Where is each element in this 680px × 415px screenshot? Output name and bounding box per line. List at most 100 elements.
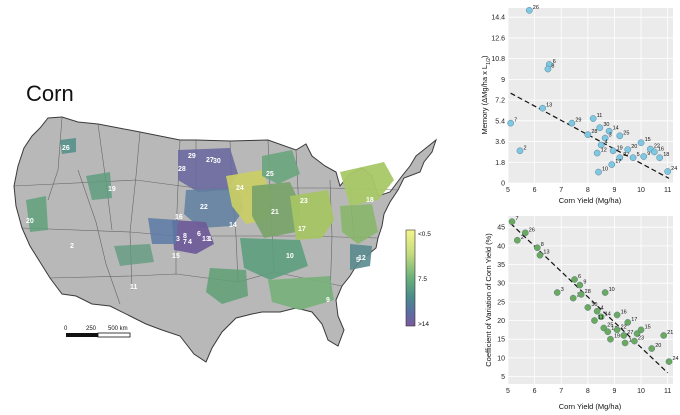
region-label-29: 29: [188, 153, 196, 160]
point-label: 2: [521, 235, 524, 241]
point-label: 8: [541, 242, 544, 248]
data-point: [609, 147, 617, 155]
point-label: 12: [601, 148, 607, 154]
data-point: [640, 153, 648, 160]
point-label: 26: [533, 5, 539, 11]
point-label: 11: [597, 113, 603, 119]
data-point: [631, 337, 638, 345]
scale-bar: 0 250 500 km: [64, 326, 131, 338]
data-point: [616, 154, 624, 161]
y-tick-label: 10: [497, 355, 505, 362]
point-label: 13: [543, 250, 549, 256]
y-axis-label: Coefficient of Variation of Corn Yield (…: [484, 233, 493, 367]
data-point: [604, 328, 612, 336]
region-labels: 1 2 3 4 5 6 7 8 9 10 11 12 13 14 15 16 1…: [26, 145, 374, 304]
point-label: 25: [607, 323, 613, 329]
data-point: [571, 276, 578, 283]
data-point: [637, 326, 645, 334]
y-tick-label: 10.8: [491, 56, 505, 63]
region-label-14: 14: [229, 222, 237, 229]
data-point: [597, 141, 605, 149]
data-point: [605, 127, 613, 135]
point-label: 6: [553, 59, 556, 65]
point-label: 17: [631, 317, 637, 323]
point-label: 5: [637, 152, 640, 158]
region-label-6: 6: [197, 231, 201, 238]
data-point: [593, 149, 601, 157]
data-point: [584, 131, 592, 138]
data-point: [589, 115, 597, 122]
region-label-30: 30: [213, 158, 221, 165]
y-tick-label: 35: [497, 262, 505, 269]
point-label: 23: [638, 336, 644, 342]
y-tick-label: 45: [497, 225, 505, 232]
region-label-25: 25: [266, 171, 274, 178]
point-label: 17: [615, 159, 621, 165]
y-tick-label: 25: [497, 299, 505, 306]
data-point: [624, 146, 632, 153]
data-points: 7226813693292810304141116172512222719151…: [508, 216, 679, 365]
point-label: 1: [629, 337, 632, 343]
region-label-28: 28: [178, 166, 186, 173]
x-tick-label: 5: [506, 187, 510, 194]
y-tick-label: 3.6: [495, 139, 505, 146]
scale-label-0: 0: [64, 326, 68, 332]
y-tick-label: 15: [497, 337, 505, 344]
point-label: 30: [591, 302, 597, 308]
point-label: 22: [621, 324, 627, 330]
x-tick-label: 7: [559, 187, 563, 194]
point-label: 4: [601, 306, 604, 312]
data-point: [629, 154, 637, 161]
region-label-3: 3: [176, 236, 180, 243]
x-tick-label: 6: [533, 187, 537, 194]
x-tick-label: 10: [637, 388, 645, 395]
region-label-12: 12: [358, 255, 366, 262]
point-label: 28: [585, 289, 591, 295]
x-tick-label: 11: [664, 388, 671, 395]
point-label: 29: [575, 118, 581, 124]
data-point: [656, 154, 663, 161]
region-label-21: 21: [271, 209, 279, 216]
point-label: 26: [529, 227, 535, 233]
data-point: [577, 291, 585, 298]
colorbar-label-low: <0.5: [418, 231, 431, 238]
point-label: 19: [617, 145, 623, 151]
y-tick-label: 5.4: [495, 118, 505, 125]
x-tick-label: 9: [612, 388, 616, 395]
data-point: [608, 161, 616, 168]
point-label: 7: [515, 216, 518, 222]
region-label-5: 5: [356, 257, 360, 264]
region-label-17: 17: [298, 226, 306, 233]
data-point: [613, 311, 621, 319]
x-tick-label: 8: [586, 388, 590, 395]
region-label-11: 11: [130, 284, 138, 291]
data-point: [613, 326, 621, 334]
point-label: 30: [603, 122, 609, 128]
data-point: [584, 304, 592, 311]
point-label: 28: [591, 129, 597, 135]
y-tick-label: 30: [497, 281, 505, 288]
y-axis-label: Memory (ΔMg/ha x L1/2): [480, 55, 492, 135]
data-point: [593, 307, 601, 315]
x-tick-label: 8: [586, 187, 590, 194]
y-tick-label: 0: [501, 181, 505, 188]
y-tick-label: 5: [501, 374, 505, 381]
data-point: [601, 289, 609, 296]
region-label-19: 19: [108, 186, 116, 193]
data-point: [651, 148, 658, 156]
point-label: 24: [673, 356, 679, 362]
data-point: [569, 294, 577, 302]
data-point: [591, 317, 598, 324]
data-point: [514, 236, 521, 244]
data-point: [624, 319, 632, 326]
point-label: 16: [658, 146, 664, 152]
x-tick-label: 9: [612, 187, 616, 194]
point-label: 6: [578, 274, 581, 280]
axis-ticks: 5 6 7 8 9 10 11 0 1.8 3.6 5.4 7.2 9 10.8 12.6 14.4: [491, 15, 671, 194]
point-label: 19: [614, 334, 620, 340]
point-label: 2: [523, 145, 526, 151]
point-label: 9: [583, 280, 586, 286]
